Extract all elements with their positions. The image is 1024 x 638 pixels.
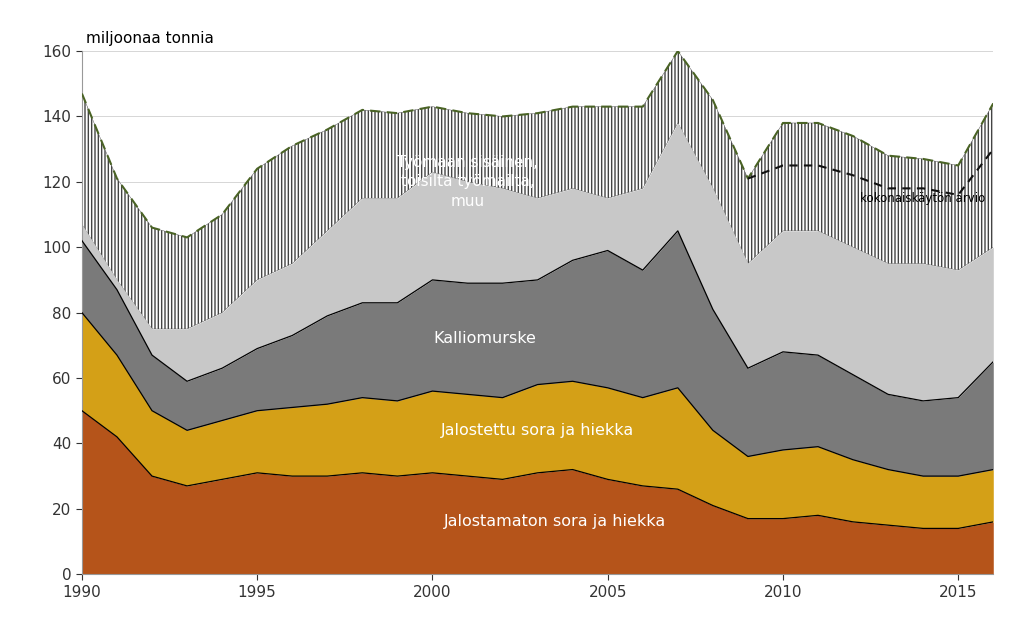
Text: Jalostamaton sora ja hiekka: Jalostamaton sora ja hiekka xyxy=(444,514,667,530)
Text: miljoonaa tonnia: miljoonaa tonnia xyxy=(86,31,214,46)
Text: Jalostettu sora ja hiekka: Jalostettu sora ja hiekka xyxy=(441,423,634,438)
Text: Kalliomurske: Kalliomurske xyxy=(433,331,537,346)
Text: Työmaan sisäinen,
toisilta työmailta,
muu: Työmaan sisäinen, toisilta työmailta, mu… xyxy=(397,154,538,209)
Text: kokonaiskäytön arvio: kokonaiskäytön arvio xyxy=(860,191,985,205)
